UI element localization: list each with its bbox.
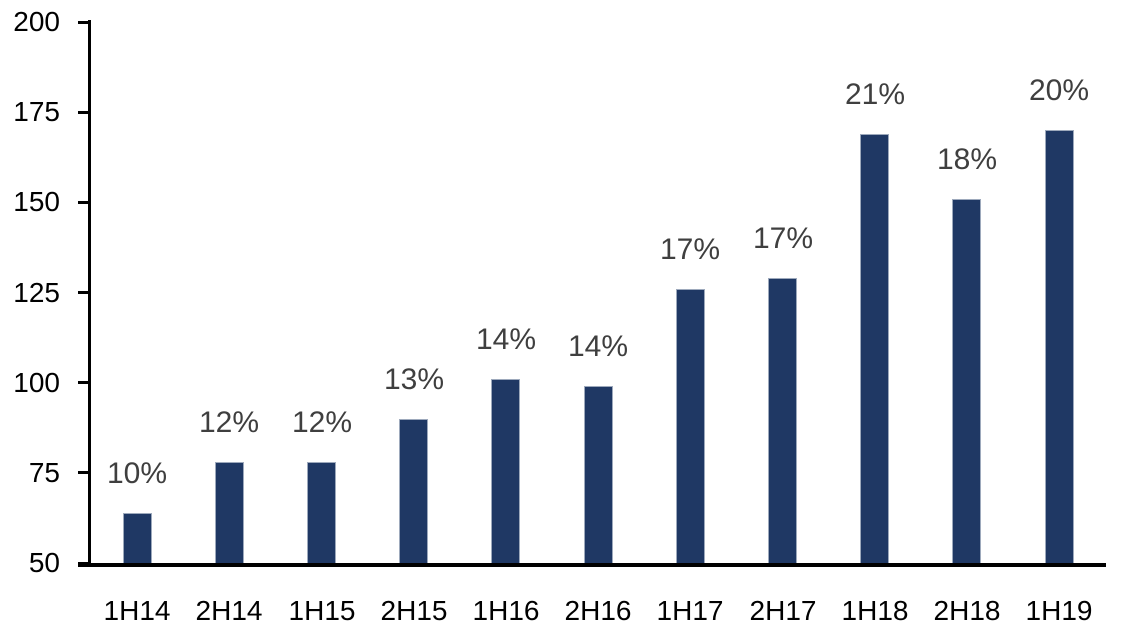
x-axis-tick-label: 1H16	[472, 595, 540, 626]
bar-1H14	[123, 513, 152, 563]
x-axis-tick-label: 2H16	[564, 595, 632, 626]
bar-2H14	[215, 462, 244, 563]
x-axis-tick-label: 1H14	[103, 595, 171, 626]
bar-data-label: 17%	[752, 222, 814, 255]
y-axis-tick-label: 50	[28, 547, 60, 578]
x-axis-tick-label: 2H14	[195, 595, 263, 626]
x-axis-tick-label: 2H18	[933, 595, 1001, 626]
y-axis-tick	[78, 201, 89, 204]
x-axis-tick-label: 1H17	[656, 595, 724, 626]
bar-2H15	[399, 419, 428, 563]
bar-2H18	[952, 199, 981, 563]
x-axis-tick-label: 2H15	[380, 595, 448, 626]
bar-1H17	[676, 289, 705, 563]
bar-1H16	[491, 379, 520, 563]
y-axis-tick	[78, 381, 89, 384]
bar-data-label: 14%	[567, 330, 629, 363]
bar-data-label: 12%	[198, 406, 260, 439]
bar-1H18	[860, 134, 889, 563]
bar-data-label: 17%	[659, 233, 721, 266]
y-axis-tick	[78, 471, 89, 474]
y-axis-tick-label: 175	[13, 96, 60, 127]
y-axis-tick	[78, 111, 89, 114]
x-axis-tick-label: 1H19	[1025, 595, 1093, 626]
x-axis-tick-label: 2H17	[749, 595, 817, 626]
y-axis-tick	[78, 291, 89, 294]
y-axis-tick-label: 75	[28, 457, 60, 488]
y-axis-tick-label: 125	[13, 277, 60, 308]
y-axis-line	[88, 20, 91, 567]
y-axis-tick	[78, 21, 89, 24]
bar-data-label: 13%	[383, 363, 445, 396]
x-axis-line	[78, 563, 1106, 567]
bar-2H16	[584, 386, 613, 563]
bar-2H17	[768, 278, 797, 563]
x-axis-tick-label: 1H15	[288, 595, 356, 626]
y-axis-tick-label: 150	[13, 186, 60, 217]
y-axis-tick-label: 200	[13, 6, 60, 37]
bar-data-label: 21%	[844, 78, 906, 111]
bar-data-label: 18%	[936, 143, 998, 176]
bar-data-label: 14%	[475, 323, 537, 356]
bar-data-label: 20%	[1028, 74, 1090, 107]
bar-data-label: 10%	[106, 457, 168, 490]
bar-data-label: 12%	[291, 406, 353, 439]
x-axis-tick-label: 1H18	[841, 595, 909, 626]
bar-1H19	[1045, 130, 1074, 563]
bar-1H15	[307, 462, 336, 563]
y-axis-tick-label: 100	[13, 367, 60, 398]
